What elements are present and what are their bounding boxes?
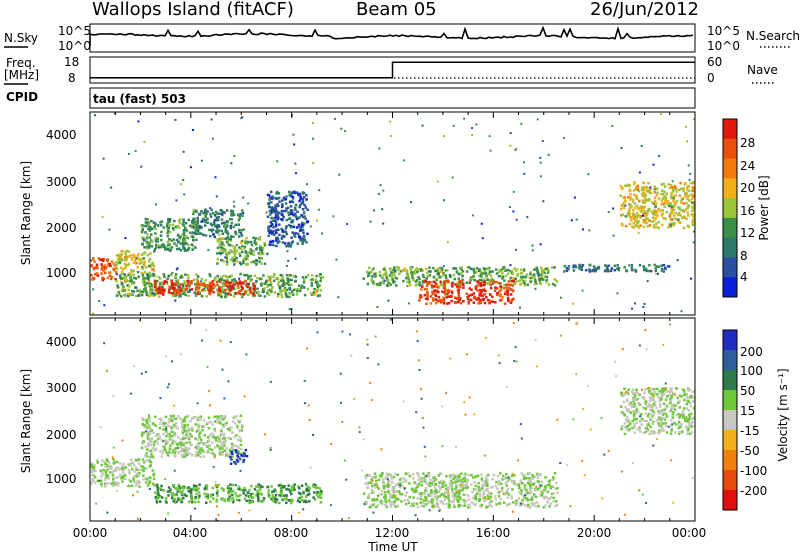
power-region-1 bbox=[90, 257, 117, 281]
beam-title: Beam 05 bbox=[356, 0, 437, 20]
power-region-11 bbox=[563, 264, 671, 273]
velocity-colorbar bbox=[723, 330, 737, 511]
velocity-heatmap bbox=[90, 319, 697, 522]
xtick-0400: 04:00 bbox=[173, 526, 208, 540]
power-bar-tick-12: 12 bbox=[740, 226, 755, 240]
xtick-2400: 00:00 bbox=[672, 526, 707, 540]
nave-tick-top: 60 bbox=[707, 55, 722, 69]
noise-right-tick-bottom: 10^0 bbox=[707, 39, 740, 53]
xtick-1200: 12:00 bbox=[375, 526, 410, 540]
velocity-region-7 bbox=[620, 387, 698, 435]
cpid-label: CPID bbox=[6, 90, 38, 104]
power-colorbar bbox=[723, 119, 737, 298]
power-bar-swatch-5 bbox=[723, 198, 737, 218]
xtick-0800: 08:00 bbox=[274, 526, 309, 540]
xtick-1600: 16:00 bbox=[476, 526, 511, 540]
noise-left-tick-bottom: 10^0 bbox=[58, 39, 91, 53]
nave-label: Nave bbox=[747, 63, 778, 77]
power-scatter bbox=[90, 112, 695, 317]
power-ytick-4000: 4000 bbox=[46, 128, 77, 142]
power-ytick-1000: 1000 bbox=[46, 266, 77, 280]
velocity-bar-tick-neg100: -100 bbox=[740, 464, 767, 478]
velocity-region-3 bbox=[255, 483, 323, 504]
velocity-bar-swatch-5 bbox=[723, 410, 737, 431]
noise-sky-label: N.Sky bbox=[4, 31, 38, 45]
power-heatmap bbox=[90, 112, 697, 317]
power-bar-tick-16: 16 bbox=[740, 204, 755, 218]
velocity-region-2 bbox=[153, 483, 256, 504]
power-bar-tick-24: 24 bbox=[740, 159, 755, 173]
power-bar-swatch-2 bbox=[723, 139, 737, 159]
xtick-2000: 20:00 bbox=[577, 526, 612, 540]
noise-right-tick-top: 10^5 bbox=[707, 24, 740, 38]
freq-unit-label: [MHz] bbox=[4, 68, 39, 82]
velocity-bar-label: Velocity [m s⁻¹] bbox=[776, 368, 790, 461]
velocity-bar-swatch-7 bbox=[723, 450, 737, 471]
velocity-bar-tick-neg50: -50 bbox=[740, 444, 760, 458]
power-bar-swatch-4 bbox=[723, 178, 737, 198]
x-tick-marks bbox=[90, 112, 695, 521]
velocity-ytick-4000: 4000 bbox=[46, 335, 77, 349]
power-bar-label: Power [dB] bbox=[757, 175, 771, 240]
nave-tick-bottom: 0 bbox=[707, 71, 715, 85]
power-region-12 bbox=[620, 181, 698, 229]
velocity-bar-swatch-8 bbox=[723, 470, 737, 491]
velocity-bar-tick-neg15: -15 bbox=[740, 424, 760, 438]
noise-left-tick-top: 10^5 bbox=[58, 24, 91, 38]
velocity-bar-tick-neg200: -200 bbox=[740, 484, 767, 498]
velocity-bar-swatch-6 bbox=[723, 430, 737, 451]
freq-tick-top: 18 bbox=[64, 55, 79, 69]
velocity-region-4 bbox=[141, 415, 244, 459]
power-bar-tick-28: 28 bbox=[740, 136, 755, 150]
power-bar-swatch-3 bbox=[723, 159, 737, 179]
power-ytick-3000: 3000 bbox=[46, 175, 77, 189]
noise-sky-trace bbox=[90, 28, 693, 46]
power-ytick-2000: 2000 bbox=[46, 221, 77, 235]
power-bar-swatch-9 bbox=[723, 277, 737, 297]
power-bar-swatch-7 bbox=[723, 238, 737, 258]
velocity-region-1 bbox=[90, 458, 155, 488]
velocity-bar-tick-100: 100 bbox=[740, 364, 763, 378]
freq-tick-bottom: 8 bbox=[68, 71, 76, 85]
power-bar-tick-4: 4 bbox=[740, 270, 748, 284]
power-bar-tick-20: 20 bbox=[740, 181, 755, 195]
xtick-0000: 00:00 bbox=[73, 526, 108, 540]
velocity-bar-tick-200: 200 bbox=[740, 345, 763, 359]
station-title: Wallops Island (fitACF) bbox=[92, 0, 294, 20]
velocity-ylabel: Slant Range [km] bbox=[19, 369, 33, 473]
velocity-bar-swatch-1 bbox=[723, 330, 737, 351]
velocity-bar-tick-15: 15 bbox=[740, 404, 755, 418]
power-region-3 bbox=[141, 218, 198, 252]
velocity-bar-swatch-3 bbox=[723, 370, 737, 391]
velocity-bar-swatch-9 bbox=[723, 490, 737, 511]
power-bar-swatch-6 bbox=[723, 218, 737, 238]
velocity-bar-swatch-4 bbox=[723, 390, 737, 411]
velocity-region-6 bbox=[363, 472, 559, 509]
power-bar-swatch-1 bbox=[723, 119, 737, 139]
power-bar-swatch-8 bbox=[723, 257, 737, 277]
velocity-ytick-1000: 1000 bbox=[46, 472, 77, 486]
cpid-program: tau (fast) 503 bbox=[93, 92, 186, 106]
power-bar-tick-8: 8 bbox=[740, 249, 748, 263]
power-ylabel: Slant Range [km] bbox=[19, 161, 33, 265]
freq-trace bbox=[90, 62, 695, 78]
power-region-7 bbox=[216, 236, 269, 266]
noise-search-label: N.Search bbox=[746, 29, 800, 43]
xlabel: Time UT bbox=[367, 540, 418, 554]
velocity-bar-swatch-2 bbox=[723, 350, 737, 371]
date-title: 26/Jun/2012 bbox=[590, 0, 699, 20]
velocity-bar-tick-50: 50 bbox=[740, 384, 755, 398]
power-region-8 bbox=[267, 190, 310, 247]
power-region-4 bbox=[191, 209, 244, 239]
power-region-5 bbox=[115, 273, 324, 298]
velocity-ytick-2000: 2000 bbox=[46, 428, 77, 442]
velocity-ytick-3000: 3000 bbox=[46, 381, 77, 395]
power-region-2 bbox=[115, 250, 155, 275]
